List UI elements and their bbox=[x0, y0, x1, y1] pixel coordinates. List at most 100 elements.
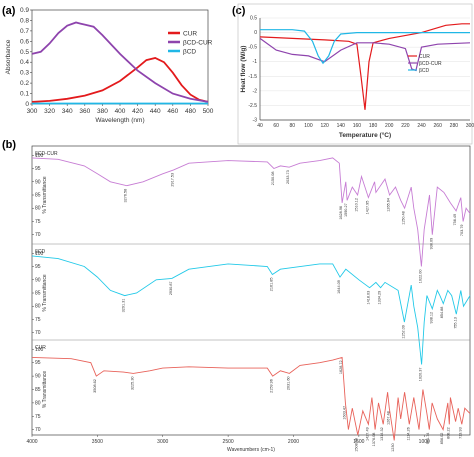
y-tick-label: 90 bbox=[35, 374, 41, 380]
x-tick-label: 440 bbox=[150, 108, 161, 115]
peak-label: 1508.69 bbox=[355, 438, 359, 452]
x-tick-label: 120 bbox=[320, 123, 329, 129]
peak-label: 938.09 bbox=[429, 238, 433, 250]
series-line-2 bbox=[260, 29, 470, 65]
y-tick-label: 0.8 bbox=[20, 17, 29, 24]
y-tick-label: 100 bbox=[35, 251, 44, 257]
x-tick-label: 240 bbox=[417, 123, 426, 129]
legend-label-0: CUR bbox=[419, 54, 430, 60]
y-tick-label: 80 bbox=[35, 206, 41, 212]
peak-label: 2917.53 bbox=[171, 173, 175, 187]
peak-label: 2159.96 bbox=[270, 379, 274, 393]
peak-label: 1152.09 bbox=[401, 325, 405, 338]
y-tick-label: 70 bbox=[35, 232, 41, 238]
legend-label-0: CUR bbox=[183, 31, 197, 38]
peak-label: 3225.30 bbox=[130, 376, 134, 390]
x-tick-label: 260 bbox=[434, 123, 443, 129]
x-tick-label: 400 bbox=[115, 108, 126, 115]
series-line-1 bbox=[259, 37, 471, 72]
peak-label: 1427.49 bbox=[365, 427, 369, 441]
peak-label: 1150.48 bbox=[402, 211, 406, 224]
x-tick-label: 1500 bbox=[353, 439, 364, 445]
peak-label: 703.79 bbox=[460, 224, 464, 236]
peak-label: 1334.29 bbox=[378, 291, 382, 305]
peak-label: 1510.12 bbox=[355, 198, 359, 212]
y-tick-label: 0 bbox=[254, 30, 257, 36]
x-tick-label: 280 bbox=[450, 123, 459, 129]
plot-frame bbox=[31, 9, 209, 105]
y-tick-label: 100 bbox=[35, 153, 44, 159]
peak-label: 2161.85 bbox=[269, 277, 273, 291]
peak-label: 3291.31 bbox=[122, 299, 126, 313]
y-axis-label: % Transmittance bbox=[42, 176, 48, 213]
spectrum-line-2 bbox=[31, 356, 471, 441]
subplot-name-2: CUR bbox=[35, 345, 46, 351]
legend-label-1: βCD-CUR bbox=[183, 40, 213, 47]
x-tick-label: 420 bbox=[132, 108, 143, 115]
x-tick-label: 220 bbox=[401, 123, 410, 129]
peak-label: 1644.09 bbox=[337, 280, 341, 294]
peak-label: 713.93 bbox=[459, 427, 463, 439]
peak-label: 1628.96 bbox=[339, 206, 343, 220]
peak-label: 1314.32 bbox=[380, 427, 384, 441]
peak-label: 755.13 bbox=[453, 317, 457, 329]
y-tick-label: 75 bbox=[35, 414, 41, 420]
y-tick-label: -1 bbox=[253, 59, 258, 65]
x-axis-label: Wavenumbers (cm-1) bbox=[227, 447, 275, 453]
y-tick-label: 80 bbox=[35, 304, 41, 310]
x-tick-label: 180 bbox=[369, 123, 378, 129]
y-tick-label: 90 bbox=[35, 277, 41, 283]
x-tick-label: 140 bbox=[337, 123, 346, 129]
peak-label: 1427.95 bbox=[365, 201, 369, 215]
y-tick-label: 0.3 bbox=[20, 70, 29, 77]
x-tick-label: 100 bbox=[304, 123, 313, 129]
y-tick-label: 95 bbox=[35, 360, 41, 366]
x-axis-label: Temperature (°C) bbox=[339, 131, 391, 139]
peak-label: 1020.37 bbox=[419, 367, 423, 381]
x-tick-label: 3500 bbox=[92, 439, 103, 445]
uv-vis-chart: 0 0.1 0.2 0.3 0.4 0.5 0.6 0.7 0.8 0.9 300 320 340 360… bbox=[5, 7, 214, 124]
y-tick-label: -2.5 bbox=[248, 103, 257, 109]
y-axis-label: % Transmittance bbox=[42, 274, 48, 311]
y-tick-label: 95 bbox=[35, 264, 41, 270]
y-tick-label: -3 bbox=[253, 118, 258, 124]
x-tick-label: 480 bbox=[185, 108, 196, 115]
x-tick-label: 200 bbox=[385, 123, 394, 129]
peak-label: 961.74 bbox=[426, 433, 430, 445]
y-tick-label: 95 bbox=[35, 166, 41, 172]
y-tick-label: 85 bbox=[35, 387, 41, 393]
y-tick-label: 85 bbox=[35, 193, 41, 199]
y-tick-label: 0.7 bbox=[20, 28, 29, 35]
x-tick-label: 460 bbox=[167, 108, 178, 115]
x-tick-label: 80 bbox=[290, 123, 296, 129]
y-tick-label: 70 bbox=[35, 330, 41, 336]
y-tick-label: 100 bbox=[35, 347, 44, 353]
x-tick-label: 300 bbox=[466, 123, 474, 129]
dsc-chart: 0.5 0 -0.5 -1 -1.5 -2 -2.5 -340 60 80 100 120 140 160… bbox=[237, 3, 474, 145]
panel-letter-a: (a) bbox=[2, 5, 16, 17]
panel-letter-c: (c) bbox=[232, 5, 246, 17]
peak-label: 1114.26 bbox=[406, 427, 410, 440]
x-tick-label: 500 bbox=[203, 108, 214, 115]
y-tick-label: 0.5 bbox=[250, 16, 257, 22]
y-tick-label: 75 bbox=[35, 219, 41, 225]
peak-label: 1628.72 bbox=[339, 360, 343, 374]
panel-frame bbox=[237, 3, 473, 145]
y-tick-label: -0.5 bbox=[248, 45, 257, 51]
y-tick-label: 80 bbox=[35, 400, 41, 406]
peak-label: 1022.00 bbox=[418, 269, 422, 283]
peak-label: 2033.73 bbox=[286, 170, 290, 184]
peak-label: 854.88 bbox=[440, 307, 444, 319]
legend-label-2: βCD bbox=[183, 49, 196, 56]
x-tick-label: 360 bbox=[79, 108, 90, 115]
spectrum-line-0 bbox=[31, 157, 471, 267]
y-tick-label: 0.1 bbox=[20, 91, 29, 98]
y-tick-label: -1.5 bbox=[248, 74, 257, 80]
ftir-chart: 100 95 90 85 80 75 70 % Transmittance βCD-CUR 327… bbox=[26, 145, 471, 453]
x-tick-label: 2000 bbox=[288, 439, 299, 445]
y-tick-label: 75 bbox=[35, 317, 41, 323]
legend-label-2: βCD bbox=[419, 68, 429, 74]
x-tick-label: 320 bbox=[44, 108, 55, 115]
x-tick-label: 300 bbox=[27, 108, 38, 115]
